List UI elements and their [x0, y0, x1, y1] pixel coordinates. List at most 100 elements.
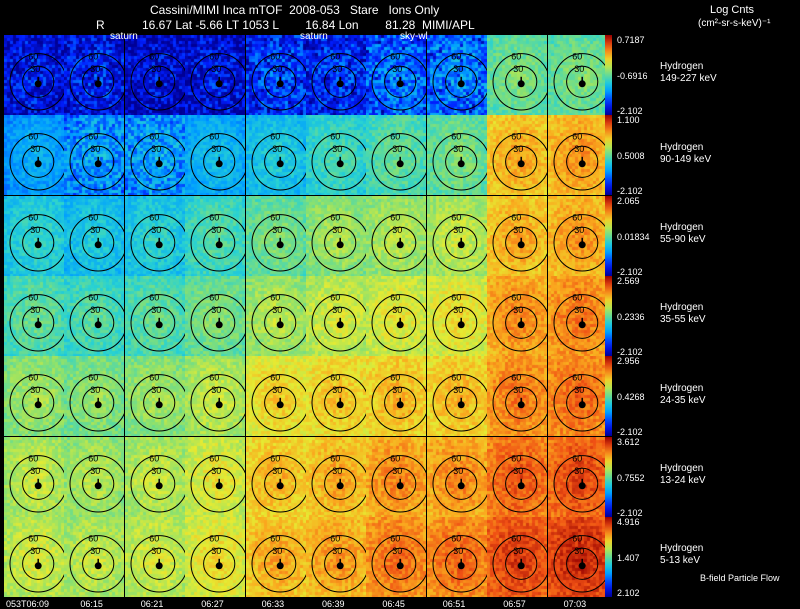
ring-30 [324, 65, 357, 98]
colorbar [605, 275, 612, 356]
saturn-marker [95, 481, 103, 489]
ring-label-30: 30 [30, 546, 40, 556]
ring-60 [492, 454, 548, 512]
ring-60 [432, 293, 487, 352]
inca-image-grid: 60 30 60 30 60 30 60 30 60 30 60 30 60 30 60 30 60 30 60 30… [4, 35, 608, 597]
saturn-marker [95, 562, 103, 570]
saturn-marker [34, 562, 42, 570]
saturn-marker [34, 80, 42, 88]
saturn-marker [95, 321, 103, 329]
ring-30 [324, 467, 357, 500]
saturn-marker [336, 240, 344, 248]
image-pixels [306, 35, 366, 115]
ring-label-30: 30 [332, 225, 342, 235]
image-cell: 60 30 [64, 35, 125, 115]
ring-60 [371, 53, 427, 111]
image-cell: 60 30 [426, 356, 487, 437]
ring-label-30: 30 [272, 144, 282, 154]
image-cell: 60 30 [64, 115, 125, 196]
image-pixels [64, 356, 125, 437]
ring-label-30: 30 [30, 64, 40, 74]
saturn-marker [397, 481, 405, 489]
saturn-marker [336, 481, 344, 489]
saturn-marker [517, 160, 525, 168]
saturn-marker [517, 401, 525, 409]
saturn-marker [155, 401, 163, 409]
ring-label-60: 60 [89, 52, 99, 62]
image-pixels [245, 356, 306, 437]
ring-60 [432, 133, 487, 191]
ring-60 [190, 133, 246, 191]
image-cell: 60 30 [547, 275, 608, 356]
ring-label-30: 30 [332, 546, 342, 556]
ring-label-30: 30 [91, 546, 101, 556]
image-pixels [124, 35, 185, 115]
ring-label-30: 30 [211, 546, 221, 556]
ring-60 [432, 374, 487, 432]
ring-label-60: 60 [451, 533, 461, 543]
ring-30 [324, 226, 357, 259]
ring-60 [251, 454, 306, 512]
ring-30 [142, 547, 176, 580]
ring-60 [130, 53, 185, 111]
ring-label-60: 60 [270, 292, 280, 302]
ring-60 [69, 454, 125, 512]
ring-label-30: 30 [574, 546, 584, 556]
saturn-marker [95, 240, 103, 248]
colorbar-max-label: 1.100 [617, 115, 640, 126]
image-cell: 60 30 [64, 436, 125, 517]
image-cell: 60 30 [4, 356, 64, 437]
ring-60 [432, 53, 487, 111]
ring-60 [9, 53, 64, 111]
ring-label-30: 30 [272, 225, 282, 235]
row-energy: 24-35 keV [660, 394, 706, 406]
ring-60 [251, 374, 306, 432]
ring-label-60: 60 [391, 292, 401, 302]
row-energy: 13-24 keV [660, 474, 706, 486]
image-pixels [547, 115, 608, 196]
ring-30 [384, 65, 417, 98]
time-tick-label: 06:45 [382, 599, 405, 609]
image-cell: 60 30 [547, 436, 608, 517]
ring-60 [130, 213, 185, 272]
saturn-marker [276, 160, 284, 168]
ring-30 [22, 467, 55, 500]
ring-60 [251, 293, 306, 352]
ring-60 [9, 374, 64, 432]
ring-label-60: 60 [572, 212, 582, 222]
saturn-marker [155, 562, 163, 570]
saturn-marker [578, 240, 586, 248]
image-cell: 60 30 [185, 35, 246, 115]
image-cell: 60 30 [245, 115, 306, 196]
colorbar-max-label: 2.065 [617, 195, 640, 206]
ring-30 [82, 65, 115, 98]
ring-60 [492, 534, 548, 593]
image-cell: 60 30 [487, 275, 548, 356]
ring-60 [9, 534, 64, 593]
ring-60 [492, 53, 548, 111]
ring-label-30: 30 [574, 64, 584, 74]
ring-30 [384, 467, 417, 500]
ring-60 [130, 454, 185, 512]
ring-label-30: 30 [574, 225, 584, 235]
colorbar [605, 436, 612, 517]
image-cell: 60 30 [426, 195, 487, 276]
colorbar-mid-label: 0.5008 [617, 151, 645, 162]
ring-60 [69, 534, 125, 593]
image-pixels [426, 275, 487, 356]
ring-label-30: 30 [211, 385, 221, 395]
image-pixels [306, 115, 366, 196]
image-pixels [124, 356, 185, 437]
